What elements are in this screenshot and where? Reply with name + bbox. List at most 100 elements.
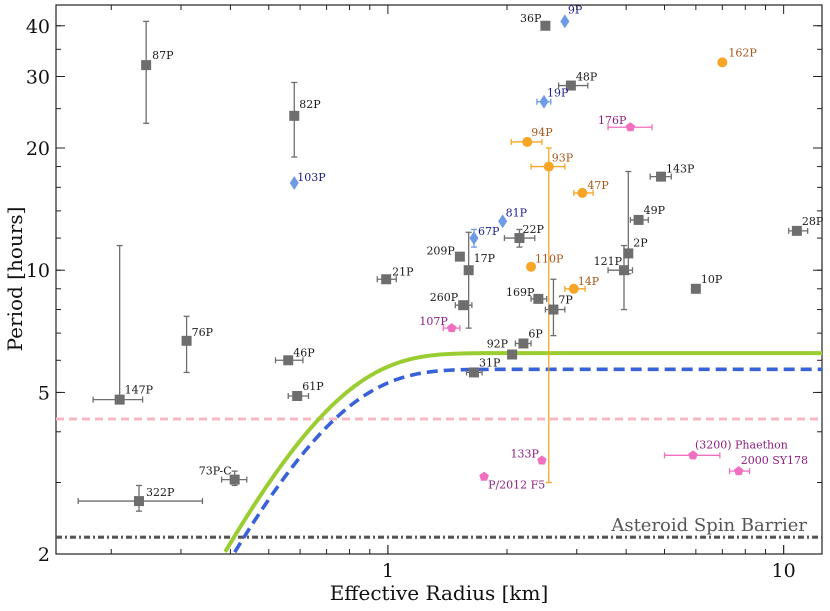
label-93p: 93P xyxy=(552,152,574,165)
point-31p xyxy=(468,367,479,378)
label-48p: 48P xyxy=(576,71,598,84)
y-axis-title: Period [hours] xyxy=(3,207,27,352)
x-tick-label-1: 1 xyxy=(382,560,394,582)
label-61p: 61P xyxy=(302,380,324,393)
point-49p xyxy=(633,214,644,225)
label-169p: 169P xyxy=(506,286,535,299)
label-209p: 209P xyxy=(426,245,455,258)
green-curve xyxy=(223,351,822,553)
y-tick-label-20: 20 xyxy=(26,138,50,160)
label-21p: 21P xyxy=(392,265,414,278)
point-260p xyxy=(458,300,469,311)
point-209p xyxy=(454,251,465,262)
label-121p: 121P xyxy=(594,255,623,268)
spin-barrier-label: Asteroid Spin Barrier xyxy=(610,515,807,536)
point-2p xyxy=(623,248,634,259)
point-3200-phaethon xyxy=(688,450,698,460)
point-162p xyxy=(717,57,728,68)
point-73p-c xyxy=(229,474,240,485)
point-47p xyxy=(577,187,588,198)
point-14p xyxy=(568,283,579,294)
label-19p: 19P xyxy=(547,87,569,100)
y-tick-label-5: 5 xyxy=(38,382,50,404)
point-94p xyxy=(522,136,533,147)
point-176p xyxy=(625,122,636,132)
label-22p: 22P xyxy=(522,223,544,236)
label-176p: 176P xyxy=(598,114,627,127)
label-87p: 87P xyxy=(152,49,174,62)
point-82p xyxy=(289,110,300,121)
point-147p xyxy=(114,394,125,405)
label-76p: 76P xyxy=(192,326,214,339)
axis-ticks: 1 10 2 5 10 20 30 40 xyxy=(26,4,822,582)
label-143p: 143P xyxy=(666,163,695,176)
point-133p xyxy=(537,455,547,465)
label-94p: 94P xyxy=(531,126,553,139)
point-28p xyxy=(791,225,802,236)
label-92p: 92P xyxy=(487,338,509,351)
label-2p: 2P xyxy=(633,236,648,249)
x-axis-title: Effective Radius [km] xyxy=(330,581,549,605)
point-p-2012-f5 xyxy=(479,471,489,481)
point-81p xyxy=(498,214,508,229)
point-322p xyxy=(133,496,144,507)
y-tick-label-2: 2 xyxy=(38,544,50,566)
point-36p xyxy=(540,20,551,31)
point-143p xyxy=(656,171,667,182)
label-2000-sy178: 2000 SY178 xyxy=(741,454,808,467)
point-48p xyxy=(565,80,576,91)
label-28p: 28P xyxy=(802,215,824,228)
label-17p: 17P xyxy=(474,252,496,265)
point-21p xyxy=(381,274,392,285)
label-9p: 9P xyxy=(568,3,583,16)
label-67p: 67P xyxy=(478,225,500,238)
point-7p xyxy=(548,304,559,315)
point-67p xyxy=(469,231,479,246)
reference-lines xyxy=(56,417,822,539)
y-tick-label-30: 30 xyxy=(26,66,50,88)
label-31p: 31P xyxy=(479,356,501,369)
point-93p xyxy=(543,161,554,172)
label-14p: 14P xyxy=(578,275,600,288)
point-103p xyxy=(289,175,299,190)
label-81p: 81P xyxy=(506,206,528,219)
model-curves xyxy=(223,351,822,554)
label-36p: 36P xyxy=(520,12,542,25)
label-322p: 322P xyxy=(146,486,175,499)
label-260p: 260P xyxy=(430,291,459,304)
label-147p: 147P xyxy=(125,384,154,397)
label-47p: 47P xyxy=(587,179,609,192)
data-markers xyxy=(114,14,802,507)
point-46p xyxy=(283,355,294,366)
point-110p xyxy=(526,261,537,272)
plot-frame xyxy=(55,4,823,555)
label-3200-phaethon: (3200) Phaethon xyxy=(695,438,788,451)
label-6p: 6P xyxy=(528,327,543,340)
y-tick-label-10: 10 xyxy=(26,260,50,282)
label-103p: 103P xyxy=(297,171,326,184)
point-19p xyxy=(539,94,549,109)
blue-dashed-curve xyxy=(233,367,822,554)
point-76p xyxy=(181,335,192,346)
point-121p xyxy=(618,265,629,276)
point-61p xyxy=(292,390,303,401)
point-92p xyxy=(507,349,518,360)
label-7p: 7P xyxy=(558,294,573,307)
point-22p xyxy=(514,233,525,244)
label-110p: 110P xyxy=(535,253,564,266)
label-107p: 107P xyxy=(419,315,448,328)
point-labels: 87P 82P 76P 147P 46P 61P 322P 73P-C 21P 209P 17P 26… xyxy=(125,3,824,499)
point-17p xyxy=(463,265,474,276)
y-tick-label-40: 40 xyxy=(26,16,50,38)
point-9p xyxy=(560,14,570,29)
point-6p xyxy=(518,338,529,349)
label-82p: 82P xyxy=(299,98,321,111)
point-107p xyxy=(447,323,457,333)
label-73p-c: 73P-C xyxy=(199,465,232,478)
label-162p: 162P xyxy=(728,46,757,59)
point-2000-sy178 xyxy=(733,466,744,476)
label-46p: 46P xyxy=(293,346,315,359)
label-49p: 49P xyxy=(644,204,666,217)
point-10p xyxy=(690,283,701,294)
